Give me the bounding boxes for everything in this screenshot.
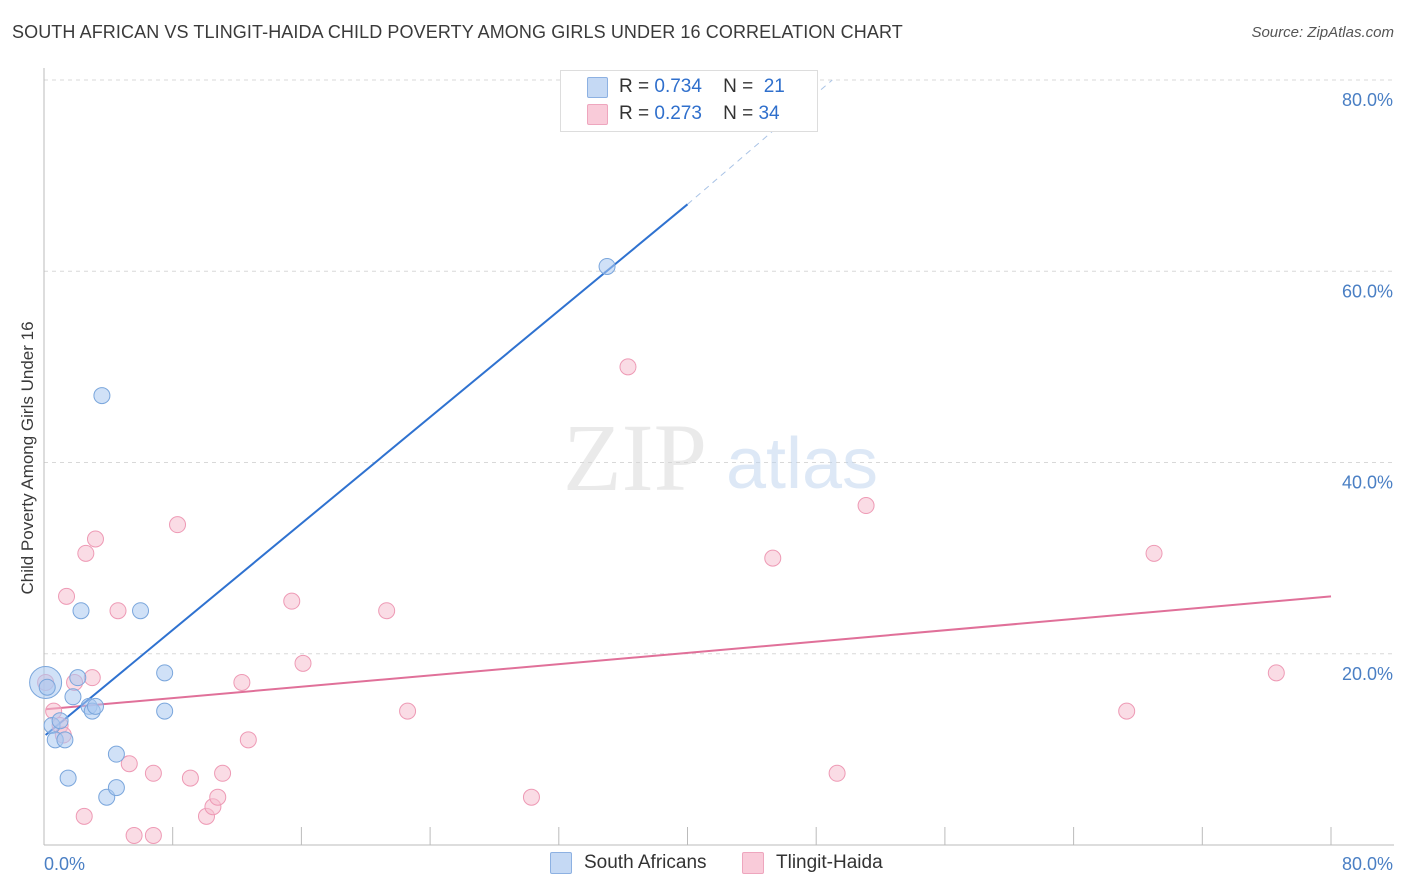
watermark-atlas: atlas — [726, 424, 878, 504]
point-tlingit-haida — [144, 764, 162, 782]
point-tlingit-haida — [86, 530, 104, 548]
point-south-africans — [107, 745, 125, 763]
point-tlingit-haida — [169, 516, 187, 534]
data-points — [29, 257, 1285, 844]
trend-line-south-africans — [44, 203, 689, 736]
legend-n-label: N = — [723, 76, 754, 97]
point-tlingit-haida — [828, 764, 846, 782]
point-south-africans — [72, 602, 90, 620]
x-tick-label-min: 0.0% — [44, 854, 85, 874]
point-tlingit-haida — [1118, 702, 1136, 720]
point-tlingit-haida — [120, 755, 138, 773]
source-label: Source: ZipAtlas.com — [1251, 24, 1394, 41]
point-south-africans — [56, 731, 74, 749]
point-tlingit-haida — [283, 592, 301, 610]
legend-r-value-pink: 0.273 — [654, 103, 702, 124]
bottom-legend-tlingit-haida: Tlingit-Haida — [742, 850, 883, 876]
y-tick-label: 40.0% — [1342, 473, 1393, 493]
legend-n-value-pink: 34 — [758, 103, 780, 124]
point-tlingit-haida — [181, 769, 199, 787]
legend-r-label: R = — [619, 103, 650, 124]
point-south-africans — [107, 779, 125, 797]
y-tick-label: 80.0% — [1342, 90, 1393, 110]
point-tlingit-haida — [144, 826, 162, 844]
legend-row-blue: R = 0.734 N = 21 — [619, 75, 785, 99]
bottom-legend-label-blue: South Africans — [584, 852, 707, 873]
tick-labels: 20.0% 40.0% 60.0% 80.0% 0.0% 80.0% — [44, 90, 1393, 874]
point-tlingit-haida — [77, 544, 95, 562]
point-tlingit-haida — [378, 602, 396, 620]
point-tlingit-haida — [214, 764, 232, 782]
point-south-africans — [64, 688, 82, 706]
legend-r-label: R = — [619, 76, 650, 97]
point-tlingit-haida — [1145, 544, 1163, 562]
point-tlingit-haida — [399, 702, 417, 720]
bottom-legend-swatch-blue — [550, 852, 572, 874]
bottom-legend-label-pink: Tlingit-Haida — [776, 852, 883, 873]
watermark: ZIP atlas — [563, 404, 878, 511]
y-tick-label: 60.0% — [1342, 281, 1393, 301]
point-south-africans — [86, 697, 104, 715]
point-tlingit-haida — [75, 807, 93, 825]
point-tlingit-haida — [619, 358, 637, 376]
legend-swatch-pink — [587, 104, 608, 125]
legend-swatch-blue — [587, 77, 608, 98]
point-tlingit-haida — [209, 788, 227, 806]
legend-row-pink: R = 0.273 N = 34 — [619, 102, 780, 126]
point-south-africans — [93, 387, 111, 405]
axes — [43, 68, 1394, 846]
point-tlingit-haida — [109, 602, 127, 620]
correlation-legend: R = 0.734 N = 21 R = 0.273 N = 34 — [560, 70, 818, 132]
point-tlingit-haida — [58, 587, 76, 605]
trend-line-tlingit-haida — [45, 595, 1332, 711]
point-tlingit-haida — [239, 731, 257, 749]
point-tlingit-haida — [233, 673, 251, 691]
point-south-africans — [69, 669, 87, 687]
point-south-africans — [156, 702, 174, 720]
point-tlingit-haida — [522, 788, 540, 806]
point-tlingit-haida — [857, 497, 875, 515]
point-south-africans — [51, 712, 69, 730]
point-tlingit-haida — [83, 669, 101, 687]
legend-n-value-blue: 21 — [763, 76, 785, 97]
point-tlingit-haida — [1267, 664, 1285, 682]
legend-r-value-blue: 0.734 — [654, 76, 702, 97]
point-tlingit-haida — [294, 654, 312, 672]
x-tick-label-max: 80.0% — [1342, 854, 1393, 874]
point-south-africans — [132, 602, 150, 620]
chart-title: SOUTH AFRICAN VS TLINGIT-HAIDA CHILD POV… — [12, 22, 903, 42]
point-south-africans — [38, 678, 56, 696]
bottom-legend-swatch-pink — [742, 852, 764, 874]
point-south-africans — [156, 664, 174, 682]
y-tick-label: 20.0% — [1342, 664, 1393, 684]
legend-n-label: N = — [723, 103, 754, 124]
bottom-legend-south-africans: South Africans — [550, 850, 707, 876]
point-south-africans — [59, 769, 77, 787]
point-south-africans — [598, 257, 616, 275]
point-tlingit-haida — [764, 549, 782, 567]
watermark-zip: ZIP — [563, 404, 707, 511]
point-tlingit-haida — [125, 826, 143, 844]
